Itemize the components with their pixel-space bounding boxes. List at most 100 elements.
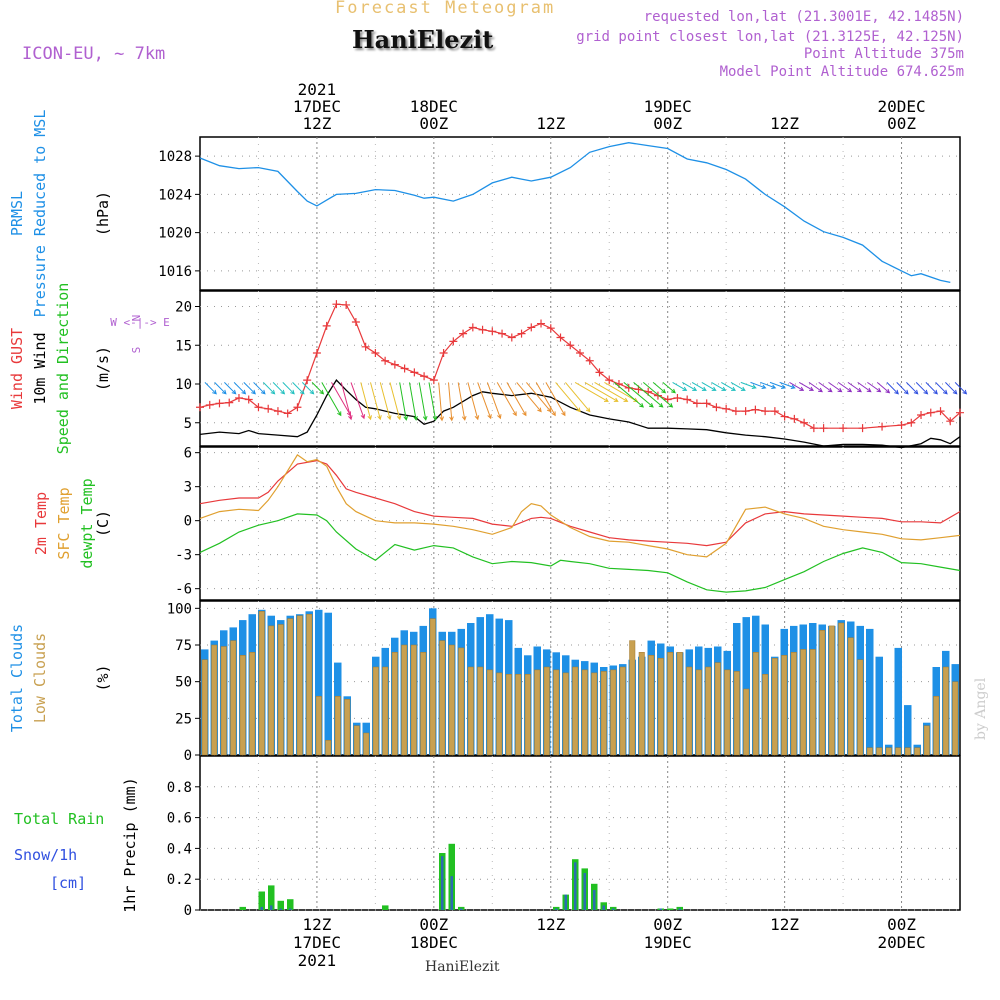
- wind-direction-arrow: [340, 382, 353, 421]
- wind-gust-marker: [907, 418, 916, 427]
- low-clouds-bar: [306, 613, 313, 756]
- low-clouds-bar: [790, 652, 797, 756]
- y-unit-label: (hPa): [94, 191, 112, 236]
- low-clouds-bar: [610, 669, 617, 756]
- wind-gust-marker: [731, 407, 740, 416]
- y-tick-label: 3: [184, 480, 192, 496]
- snow-bar: [612, 908, 615, 910]
- wind-gust-marker: [790, 414, 799, 423]
- low-clouds-bar: [676, 652, 683, 756]
- low-clouds-bar: [439, 640, 446, 756]
- wind-direction-arrow: [486, 382, 502, 420]
- low-clouds-bar: [876, 747, 883, 756]
- time-label-bottom: 12Z: [302, 915, 331, 934]
- low-clouds-bar: [724, 669, 731, 756]
- wind-direction-arrow: [477, 382, 492, 420]
- wind-direction-arrow: [925, 382, 938, 395]
- wind-direction-arrow: [652, 382, 667, 394]
- low-clouds-bar: [249, 652, 256, 756]
- wind-gust-marker: [546, 324, 555, 333]
- wind-direction-arrow: [721, 381, 736, 391]
- wind-direction-arrow: [886, 382, 899, 395]
- requested-coords: requested lon,lat (21.3001E, 42.1485N): [643, 9, 964, 25]
- low-clouds-bar: [819, 630, 826, 756]
- wind-direction-arrow: [272, 382, 286, 395]
- low-clouds-bar: [391, 652, 398, 756]
- time-label-top: 20DEC: [877, 97, 925, 116]
- wind-gust-marker: [537, 319, 546, 328]
- low-clouds-bar: [496, 672, 503, 756]
- wind-direction-arrow: [633, 382, 664, 408]
- y-unit-label: (C): [94, 510, 112, 537]
- low-clouds-bar: [572, 666, 579, 756]
- low-clouds-bar: [325, 740, 332, 756]
- wind-direction-arrow: [642, 382, 674, 408]
- wind-gust-marker: [702, 399, 711, 408]
- y-tick-label: 100: [167, 601, 192, 617]
- series-axis-label: Wind GUST: [8, 328, 26, 409]
- gridpoint-coords: grid point closest lon,lat (21.3125E, 42…: [576, 29, 964, 45]
- time-label-bottom: 20DEC: [877, 933, 925, 952]
- wind-direction-arrow: [740, 381, 757, 389]
- y-tick-label: 5: [184, 416, 192, 432]
- panel-frame: [199, 600, 961, 756]
- low-clouds-bar: [353, 725, 360, 756]
- wind-gust-marker: [254, 403, 263, 412]
- low-clouds-bar: [258, 611, 265, 756]
- model-altitude: Model Point Altitude 674.625m: [719, 64, 964, 80]
- total-clouds-bar: [866, 628, 874, 755]
- wind-gust-marker: [264, 404, 273, 413]
- wind-gust-marker: [692, 399, 701, 408]
- wind-direction-arrow: [662, 382, 676, 394]
- wind-direction-arrow: [428, 382, 438, 421]
- series-axis-label: SFC Temp: [55, 487, 73, 559]
- low-clouds-bar: [420, 652, 427, 756]
- wind-direction-arrow: [214, 382, 227, 395]
- wind-direction-arrow: [779, 381, 796, 389]
- rain-bar: [667, 908, 674, 910]
- wind-direction-arrow: [438, 382, 445, 422]
- y-tick-label: 1028: [158, 149, 192, 165]
- wind-gust-marker: [459, 329, 468, 338]
- wind-direction-arrow: [233, 382, 247, 395]
- y-tick-label: 0.2: [167, 872, 192, 888]
- low-clouds-bar: [277, 624, 284, 756]
- wind-direction-arrow: [370, 382, 382, 421]
- wind-gust-marker: [244, 395, 253, 404]
- time-label-top: 00Z: [887, 114, 916, 133]
- low-clouds-bar: [657, 657, 664, 756]
- series-axis-label: Speed and Direction: [54, 283, 72, 455]
- wind-direction-arrow: [545, 382, 566, 417]
- wind-gust-marker: [585, 356, 594, 365]
- snow-bar: [260, 906, 263, 910]
- low-clouds-bar: [904, 747, 911, 756]
- wind-direction-arrow: [360, 382, 372, 421]
- total-clouds-bar: [904, 705, 912, 755]
- time-label-top: 12Z: [302, 114, 331, 133]
- low-clouds-bar: [866, 747, 873, 756]
- y-tick-label: -3: [175, 548, 192, 564]
- wind-gust-marker: [225, 398, 234, 407]
- low-clouds-bar: [667, 652, 674, 756]
- wind-gust-marker: [351, 318, 360, 326]
- rain-bar: [277, 900, 284, 910]
- panel-frame: [199, 290, 961, 447]
- low-clouds-bar: [933, 696, 940, 756]
- precip-axis-label: 1hr Precip (mm): [121, 777, 139, 912]
- time-label-bottom: 18DEC: [410, 933, 458, 952]
- wind-direction-arrow: [350, 382, 366, 420]
- wind-direction-arrow: [555, 382, 581, 413]
- wind-gust-marker: [390, 360, 399, 369]
- low-clouds-bar: [543, 666, 550, 756]
- wind-gust-marker: [361, 342, 370, 351]
- time-label-bottom: 00Z: [887, 915, 916, 934]
- wind-gust-marker: [897, 421, 906, 430]
- low-clouds-bar: [809, 649, 816, 756]
- low-clouds-bar: [230, 640, 237, 756]
- series-axis-label: dewpt Temp: [78, 478, 96, 568]
- wind-gust-marker: [722, 404, 731, 413]
- snow-bar: [602, 905, 605, 910]
- y-tick-label: 15: [175, 338, 192, 354]
- snow-bar: [593, 890, 596, 910]
